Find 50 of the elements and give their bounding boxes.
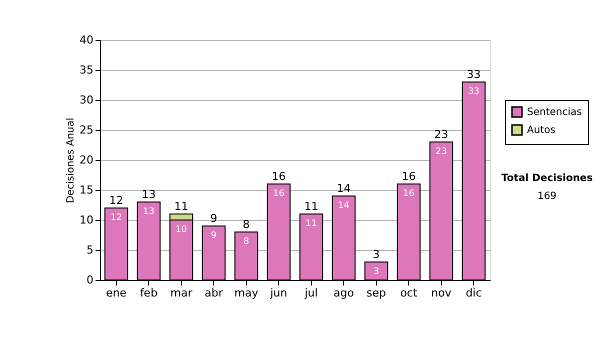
- x-tick-label: jun: [269, 286, 288, 300]
- text: 169: [537, 191, 557, 202]
- data-label: 13: [143, 207, 154, 217]
- total-label: 9: [210, 212, 218, 225]
- x-tick-label: nov: [431, 286, 452, 300]
- y-tick-label: 0: [86, 274, 94, 286]
- x-tick-label: dic: [466, 286, 482, 300]
- y-tick-label: 30: [80, 94, 94, 106]
- total-label: 13: [142, 188, 156, 201]
- y-tick-label: 20: [80, 154, 94, 166]
- x-tick-label: may: [234, 286, 259, 300]
- data-label: 16: [273, 189, 285, 199]
- data-label: 11: [306, 219, 317, 229]
- y-tick-label: 35: [80, 64, 94, 76]
- x-tick-label: sep: [366, 286, 386, 300]
- total-label: 14: [336, 182, 351, 195]
- data-label: 12: [110, 213, 122, 223]
- total-label: 12: [109, 194, 124, 207]
- total-label: 23: [434, 128, 448, 141]
- x-tick-label: abr: [204, 286, 224, 300]
- x-tick-label: ago: [334, 286, 354, 300]
- y-axis-title: Decisiones Anual: [66, 118, 77, 204]
- data-label: 8: [243, 237, 250, 247]
- x-tick-label: jul: [304, 286, 318, 300]
- total-label: 11: [174, 200, 188, 213]
- total-label: 16: [402, 170, 416, 183]
- data-label: 33: [468, 87, 480, 97]
- text: Total Decisiones: [501, 173, 593, 184]
- legend-label: Autos: [527, 125, 556, 136]
- data-label: 16: [403, 189, 415, 199]
- x-tick-label: mar: [170, 286, 193, 300]
- data-label: 14: [338, 201, 350, 211]
- y-tick-label: 25: [80, 124, 94, 136]
- x-tick-label: oct: [400, 286, 418, 300]
- y-tick-label: 40: [80, 34, 94, 46]
- y-tick-label: 5: [86, 244, 94, 256]
- total-label: 11: [304, 200, 318, 213]
- total-label: 8: [242, 218, 250, 231]
- total-label: 33: [466, 68, 481, 81]
- data-label: 23: [436, 147, 447, 157]
- total-label: 3: [372, 248, 380, 261]
- y-tick-label: 15: [80, 184, 94, 196]
- data-label: 10: [176, 225, 188, 235]
- y-tick-label: 10: [80, 214, 94, 226]
- data-label: 9: [210, 231, 217, 241]
- total-label: 16: [272, 170, 286, 183]
- x-tick-label: feb: [140, 286, 158, 300]
- legend-label: Sentencias: [527, 107, 582, 118]
- x-tick-label: ene: [106, 286, 127, 300]
- data-label: 3: [373, 267, 380, 277]
